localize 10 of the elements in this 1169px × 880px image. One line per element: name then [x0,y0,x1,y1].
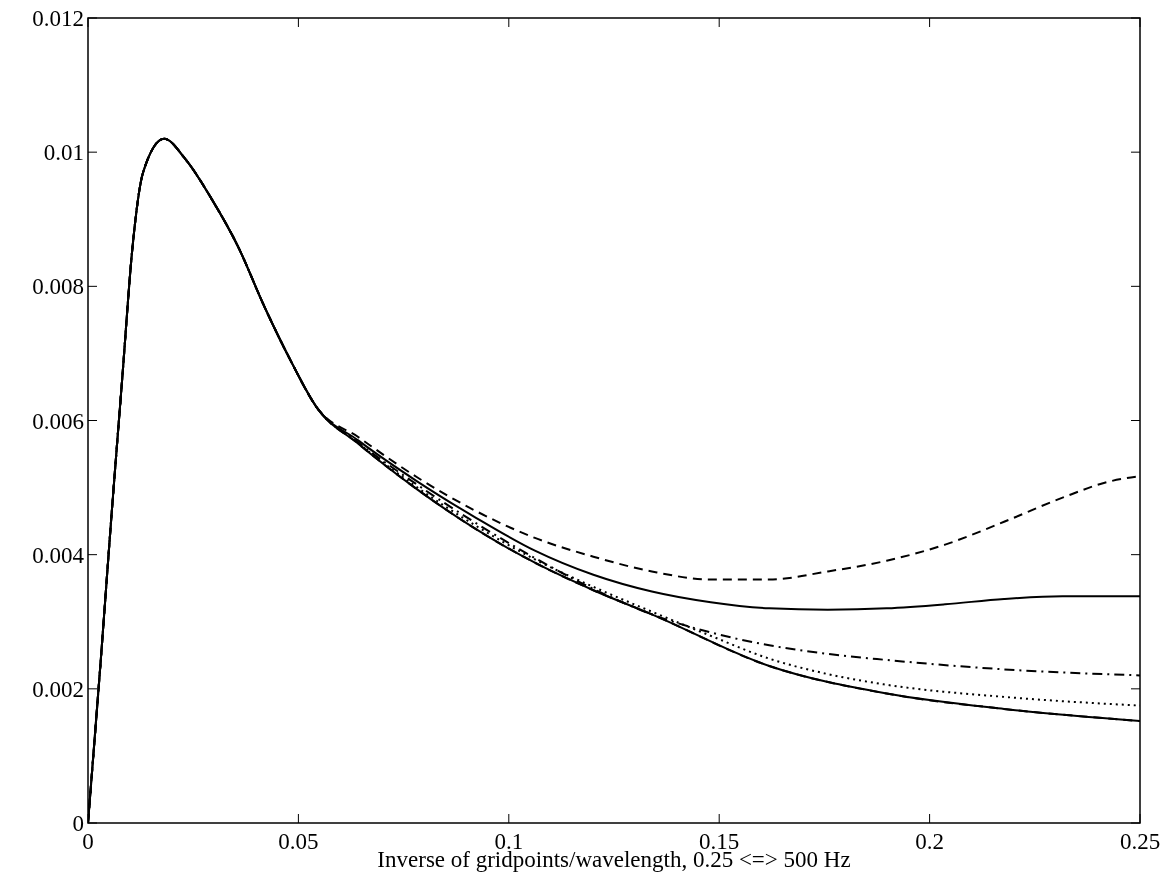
y-tick-label: 0.002 [32,676,84,702]
x-tick-label: 0.2 [915,829,944,854]
y-tick-label: 0.01 [43,140,84,166]
x-tick-label: 0.05 [278,829,319,854]
y-tick-label: 0.006 [32,408,84,434]
y-tick-label: 0.004 [32,542,85,568]
y-tick-label: 0 [72,811,84,836]
y-tick-label: 0.008 [32,274,84,300]
x-tick-label: 0.25 [1119,829,1161,854]
y-tick-label: 0.012 [32,6,84,31]
